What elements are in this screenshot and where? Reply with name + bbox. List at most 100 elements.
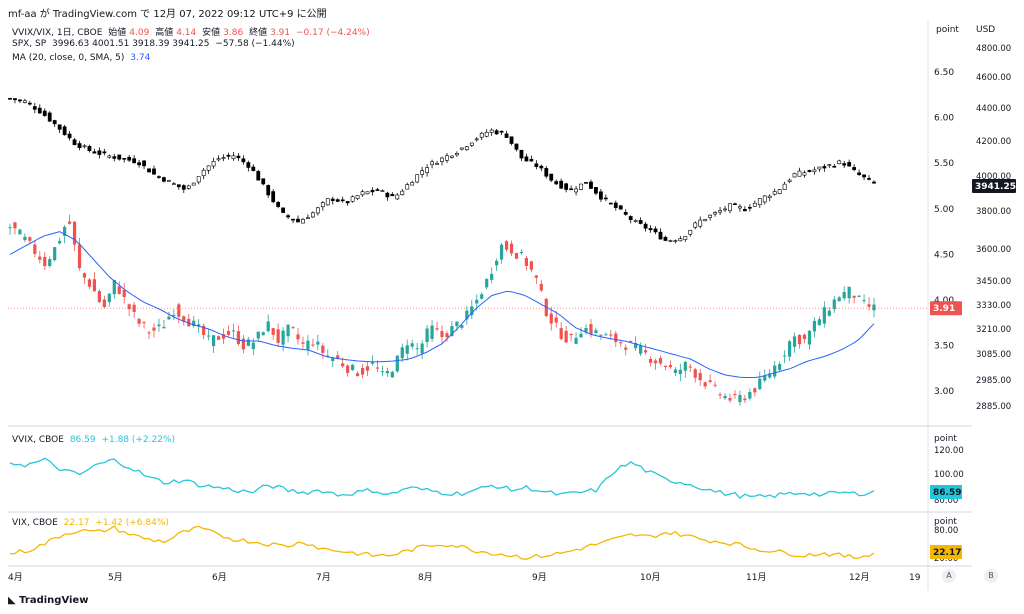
ratio-candle	[425, 328, 429, 343]
ratio-candle	[202, 325, 206, 335]
spx-candle	[484, 131, 489, 137]
vix-axis-title: point	[934, 517, 957, 527]
spx-candle	[375, 189, 380, 191]
spx-candle	[782, 183, 787, 190]
ratio-candle	[132, 304, 136, 313]
spx-candle	[166, 180, 171, 182]
main-legend: VVIX/VIX, 1日, CBOE 始値 4.09 高値 4.14 安値 3.86 …	[12, 28, 370, 38]
spx-candle	[862, 174, 866, 178]
spx-candle	[335, 199, 340, 202]
log-scale-button[interactable]: B	[984, 569, 998, 583]
spx-last-badge: 3941.25	[975, 182, 1016, 192]
ratio-candle	[18, 229, 22, 235]
ratio-candle	[495, 260, 499, 266]
ratio-candle	[43, 256, 47, 267]
ratio-candle	[768, 373, 772, 378]
spx-candle	[152, 168, 156, 175]
spx-tick: 3450.00	[976, 277, 1011, 287]
ratio-tick: 3.50	[934, 342, 954, 352]
spx-tick: 4000.00	[976, 172, 1011, 182]
spx-candle	[534, 163, 539, 167]
time-tick: 11月	[746, 572, 766, 583]
spx-candle	[613, 202, 618, 208]
ratio-candle	[23, 236, 27, 241]
spx-candle	[410, 182, 415, 186]
vix-tick: 80.00	[934, 526, 958, 536]
spx-candle	[271, 191, 276, 203]
ratio-candle	[604, 334, 608, 336]
spx-candle	[261, 178, 266, 185]
ratio-candle	[311, 344, 315, 346]
spx-candle	[13, 98, 17, 101]
ratio-candle	[281, 330, 285, 345]
ratio-candle	[13, 222, 17, 229]
ratio-candle	[792, 336, 797, 347]
spx-candle	[8, 98, 12, 100]
ratio-candle	[8, 227, 12, 229]
spx-candle	[315, 207, 320, 214]
ratio-candle	[177, 304, 181, 317]
spx-candle	[236, 155, 241, 159]
spx-candle	[112, 156, 117, 159]
ratio-last-badge: 3.91	[933, 304, 955, 314]
spx-candle	[286, 215, 290, 218]
ratio-candle	[440, 331, 444, 337]
ratio-candle	[326, 355, 330, 357]
spx-candle	[390, 193, 395, 197]
spx-candle	[549, 173, 554, 181]
auto-scale-button[interactable]: A	[942, 569, 956, 583]
spx-candle	[380, 190, 385, 192]
tv-logo-icon: ◣	[8, 595, 20, 606]
ratio-candle	[211, 335, 216, 347]
spx-candle	[594, 187, 598, 194]
ratio-candle	[271, 328, 275, 335]
spx-candle	[584, 182, 588, 184]
spx-candle	[18, 99, 22, 102]
ratio-candle	[485, 278, 489, 288]
ratio-candle	[207, 335, 211, 337]
ratio-candle	[579, 333, 583, 338]
spx-candle	[504, 133, 509, 138]
spx-candle	[62, 126, 67, 136]
ratio-candle	[102, 299, 106, 308]
ratio-candle	[152, 327, 156, 331]
ratio-candle	[599, 334, 603, 336]
spx-candle	[325, 198, 330, 206]
ratio-candle	[648, 358, 653, 363]
ratio-candle	[360, 368, 365, 375]
ratio-candle	[445, 333, 449, 338]
ratio-candle	[276, 329, 280, 343]
spx-candle	[306, 217, 310, 219]
ratio-candle	[341, 363, 345, 367]
spx-candle	[762, 195, 767, 203]
ratio-candle	[365, 366, 370, 371]
spx-candle	[276, 202, 281, 207]
spx-candle	[181, 185, 186, 190]
point-axis-title: point	[936, 25, 959, 35]
spx-candle	[693, 222, 698, 228]
spx-candle	[171, 183, 176, 185]
spx-candle	[186, 185, 191, 189]
spx-candle	[464, 146, 469, 151]
ratio-candle	[832, 299, 836, 310]
ratio-candle	[758, 378, 762, 390]
ratio-candle	[251, 342, 255, 350]
spx-candle	[648, 228, 653, 231]
spx-candle	[102, 151, 107, 154]
ratio-candle	[296, 334, 300, 340]
ratio-candle	[380, 371, 385, 373]
ratio-candle	[847, 286, 851, 299]
spx-candle	[400, 190, 405, 196]
ratio-candle	[827, 310, 831, 316]
spx-candle	[618, 205, 623, 210]
spx-candle	[301, 219, 305, 224]
ratio-candle	[172, 314, 176, 316]
ratio-candle	[390, 371, 394, 378]
ratio-candle	[351, 364, 355, 371]
ratio-candle	[589, 324, 593, 335]
ratio-candle	[763, 375, 767, 381]
ratio-candle	[738, 394, 742, 403]
ratio-candle	[822, 307, 826, 324]
spx-candle	[72, 139, 77, 146]
spx-candle	[544, 168, 549, 177]
